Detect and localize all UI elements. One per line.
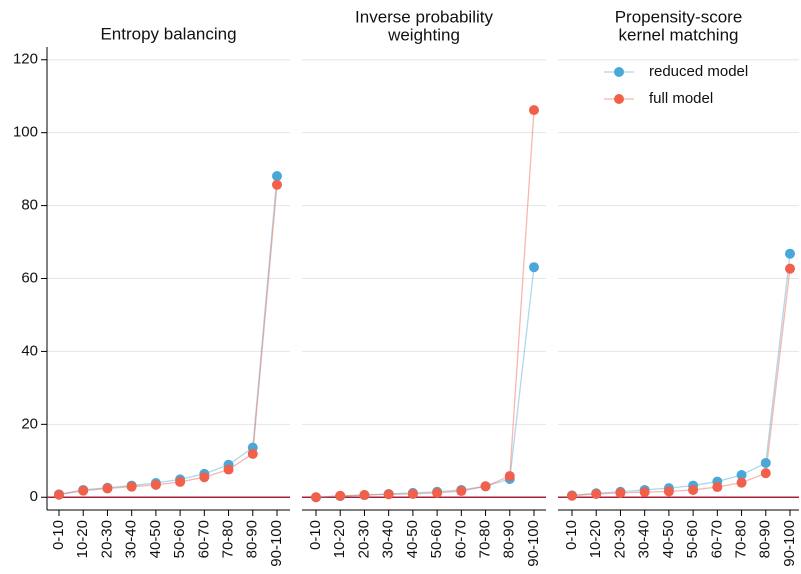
- data-point: [335, 490, 346, 501]
- data-point: [688, 484, 699, 495]
- data-point: [78, 485, 89, 496]
- data-point: [272, 171, 282, 182]
- panel-title: Propensity-score: [615, 7, 743, 26]
- data-point: [311, 492, 321, 503]
- data-point: [175, 476, 186, 487]
- y-tick-label: 20: [21, 415, 38, 432]
- data-point: [432, 487, 443, 498]
- data-point: [591, 488, 602, 499]
- x-tick-label: 0-10: [307, 520, 324, 550]
- data-point: [272, 179, 282, 190]
- data-point: [712, 482, 723, 493]
- panel-title: weighting: [387, 25, 460, 44]
- legend-label: full model: [649, 90, 713, 107]
- legend-label: reduced model: [649, 63, 748, 80]
- panel-title: kernel matching: [618, 25, 738, 44]
- data-point: [199, 472, 210, 483]
- x-tick-label: 50-60: [428, 520, 445, 558]
- data-point: [126, 481, 137, 492]
- x-tick-label: 80-90: [244, 520, 261, 558]
- data-point: [567, 490, 577, 501]
- data-point: [663, 486, 674, 497]
- x-tick-label: 50-60: [171, 520, 188, 558]
- x-tick-label: 70-80: [733, 520, 750, 558]
- x-tick-label: 20-30: [355, 520, 372, 558]
- x-tick-label: 50-60: [684, 520, 701, 558]
- y-tick-label: 40: [21, 342, 38, 359]
- y-tick-label: 100: [13, 124, 38, 141]
- x-tick-label: 0-10: [50, 520, 67, 550]
- data-point: [223, 464, 234, 475]
- series-line: [58, 175, 278, 495]
- data-point: [760, 468, 771, 479]
- data-point: [785, 263, 795, 274]
- x-tick-label: 80-90: [501, 520, 518, 558]
- x-tick-label: 90-100: [525, 520, 542, 567]
- x-tick-label: 70-80: [477, 520, 494, 558]
- x-tick-label: 20-30: [611, 520, 628, 558]
- data-point: [407, 488, 418, 499]
- data-point: [785, 248, 795, 259]
- x-tick-label: 90-100: [268, 520, 285, 567]
- data-point: [529, 262, 539, 273]
- legend-marker: [614, 67, 624, 77]
- data-point: [54, 489, 64, 500]
- data-point: [760, 457, 771, 468]
- x-tick-label: 60-70: [452, 520, 469, 558]
- data-point: [150, 479, 161, 490]
- data-point: [456, 486, 467, 497]
- data-point: [736, 470, 747, 481]
- x-tick-label: 30-40: [636, 520, 653, 558]
- data-point: [615, 487, 626, 498]
- x-tick-label: 40-50: [660, 520, 677, 558]
- y-tick-label: 120: [13, 51, 38, 68]
- x-tick-label: 80-90: [757, 520, 774, 558]
- x-tick-label: 60-70: [708, 520, 725, 558]
- x-tick-label: 70-80: [220, 520, 237, 558]
- y-tick-label: 80: [21, 197, 38, 214]
- data-point: [504, 471, 515, 482]
- data-point: [639, 487, 650, 498]
- panel-title: Inverse probability: [355, 7, 493, 26]
- x-tick-label: 0-10: [563, 520, 580, 550]
- x-tick-label: 90-100: [781, 520, 798, 567]
- panel-title: Entropy balancing: [100, 24, 236, 43]
- x-tick-label: 10-20: [74, 520, 91, 558]
- series-line: [315, 110, 535, 498]
- series-line: [571, 268, 791, 497]
- data-point: [383, 489, 394, 500]
- x-tick-label: 20-30: [98, 520, 115, 558]
- x-tick-label: 30-40: [380, 520, 397, 558]
- data-point: [529, 105, 539, 116]
- x-tick-label: 40-50: [147, 520, 164, 558]
- data-point: [247, 448, 258, 459]
- data-point: [359, 490, 370, 501]
- y-tick-label: 60: [21, 269, 38, 286]
- y-tick-label: 0: [30, 488, 38, 505]
- x-tick-label: 10-20: [587, 520, 604, 558]
- x-tick-label: 40-50: [404, 520, 421, 558]
- series-line: [58, 184, 278, 496]
- x-tick-label: 10-20: [331, 520, 348, 558]
- series-line: [315, 267, 535, 498]
- data-point: [480, 481, 491, 492]
- x-tick-label: 60-70: [195, 520, 212, 558]
- data-point: [102, 483, 113, 494]
- data-point: [736, 477, 747, 488]
- x-tick-label: 30-40: [123, 520, 140, 558]
- series-line: [571, 253, 791, 497]
- legend-marker: [614, 94, 624, 104]
